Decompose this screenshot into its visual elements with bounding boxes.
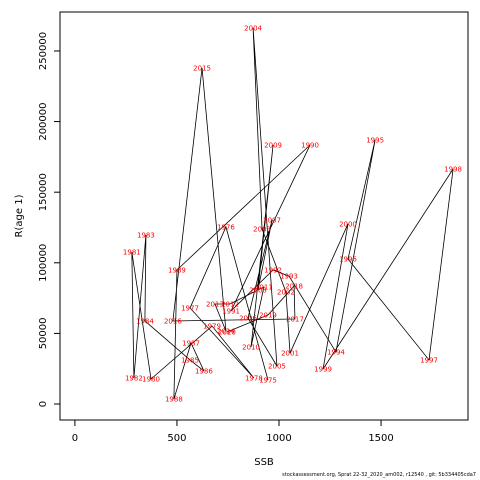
year-label: 1995 [366, 136, 384, 144]
year-label: 1990 [301, 142, 319, 150]
trajectory-line [131, 27, 454, 400]
year-label: 1975 [259, 376, 277, 384]
year-label: 2012 [221, 301, 239, 309]
year-label: 1989 [168, 266, 186, 274]
year-label: 1985 [181, 356, 199, 364]
year-label: 2014 [217, 327, 235, 335]
year-label: 2019 [259, 312, 277, 320]
year-label: 2006 [239, 315, 257, 323]
year-label: 1979 [203, 323, 221, 331]
year-label: 2001 [281, 350, 299, 358]
year-label: 2003 [253, 226, 271, 234]
year-label: 2004 [244, 24, 262, 32]
y-tick-label: 0 [38, 401, 49, 407]
y-tick-label: 200000 [38, 102, 49, 140]
footer: stockassessment.org, Sprat 22-32_2020_am… [282, 472, 476, 478]
year-label: 1987 [182, 339, 200, 347]
year-label: 1988 [165, 396, 183, 404]
year-label: 2017 [286, 315, 304, 323]
year-label: 1981 [123, 249, 141, 257]
y-axis-label: R(age 1) [14, 194, 25, 237]
year-label: 2015 [193, 64, 211, 72]
x-axis-label: SSB [254, 457, 274, 468]
x-tick-label: 500 [167, 433, 186, 444]
year-label: 2011 [255, 283, 273, 291]
year-label: 2009 [264, 142, 282, 150]
plot-frame [59, 11, 469, 421]
year-label: 1992 [264, 266, 282, 274]
year-label: 1997 [420, 356, 438, 364]
year-label: 1993 [280, 273, 298, 281]
year-label: 1976 [217, 223, 235, 231]
year-label: 1999 [314, 365, 332, 373]
year-label: 2010 [242, 343, 260, 351]
year-label: 1983 [137, 231, 155, 239]
year-label: 1980 [142, 376, 160, 384]
year-label: 2018 [285, 282, 303, 290]
year-label: 2020 [218, 328, 236, 336]
y-tick-label: 250000 [38, 32, 49, 70]
year-label: 1994 [327, 349, 345, 357]
year-label: 2000 [339, 220, 357, 228]
year-label: 1984 [136, 317, 154, 325]
y-tick-label: 150000 [38, 173, 49, 211]
year-label: 1998 [444, 166, 462, 174]
year-label: 2007 [263, 217, 281, 225]
x-tick-label: 0 [72, 433, 78, 444]
year-label: 1982 [125, 375, 143, 383]
year-label: 2005 [268, 363, 286, 371]
year-label: 2008 [249, 287, 267, 295]
year-label: 1996 [339, 255, 357, 263]
year-label: 2013 [206, 301, 224, 309]
year-label: 2016 [164, 317, 182, 325]
year-label: 1977 [181, 304, 199, 312]
y-tick-label: 50000 [38, 317, 49, 349]
y-tick-label: 100000 [38, 244, 49, 282]
year-label: 2002 [277, 289, 295, 297]
year-label: 1986 [195, 367, 213, 375]
x-tick-label: 1500 [368, 433, 393, 444]
year-label: 1991 [222, 307, 240, 315]
year-label: 1978 [245, 375, 263, 383]
x-tick-label: 1000 [266, 433, 291, 444]
